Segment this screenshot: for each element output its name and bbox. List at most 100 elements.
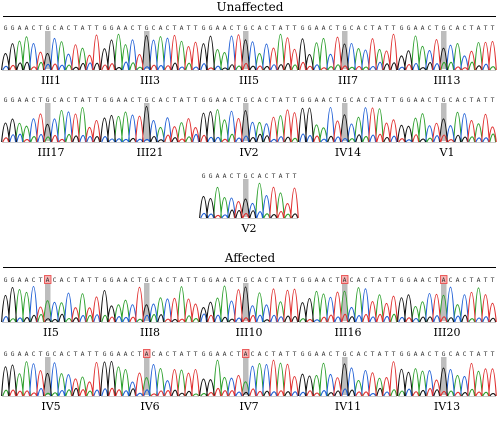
chromatogram-iii16: G G A A C T A C A C T A T T III16 xyxy=(298,274,398,339)
base-letter: C xyxy=(463,350,467,358)
base-letter: A xyxy=(117,276,121,284)
base-letter: A xyxy=(258,350,262,358)
peak-trace-t xyxy=(101,34,200,71)
base-letter: T xyxy=(194,276,198,284)
base-letter: C xyxy=(265,350,269,358)
peak-trace-t xyxy=(306,361,398,397)
sample-label: III10 xyxy=(235,326,263,339)
peak-trace-t xyxy=(313,107,398,143)
highlight-column xyxy=(45,357,51,395)
peak-trace-c xyxy=(299,367,391,397)
base-letter: G xyxy=(103,96,107,104)
base-letter: T xyxy=(435,350,439,358)
base-letter: A xyxy=(159,24,163,32)
chromatogram-iii1: G G A A C T G C A C T A T T III1 xyxy=(1,22,101,87)
base-letter: A xyxy=(117,24,121,32)
base-letter: A xyxy=(25,96,29,104)
base-letter: T xyxy=(187,350,191,358)
sample-label: III3 xyxy=(139,74,161,87)
base-letter: G xyxy=(46,96,50,104)
base-letter: G xyxy=(110,350,114,358)
peak-trace-c xyxy=(405,369,469,397)
base-letter: T xyxy=(95,350,99,358)
sample-label: V1 xyxy=(439,146,455,159)
base-letter: A xyxy=(244,350,248,358)
base-letter: G xyxy=(4,96,8,104)
base-letter: A xyxy=(477,276,481,284)
base-letter: T xyxy=(484,350,488,358)
base-letter: A xyxy=(124,96,128,104)
highlight-column xyxy=(144,283,150,321)
base-letter: C xyxy=(230,276,234,284)
base-letter: T xyxy=(272,350,276,358)
peak-trace-a xyxy=(411,35,497,71)
peak-trace-t xyxy=(108,369,200,397)
peak-trace-g xyxy=(100,289,179,323)
base-letter: A xyxy=(322,276,326,284)
peak-trace-t xyxy=(299,33,398,71)
base-letter: A xyxy=(279,24,283,32)
base-letter: T xyxy=(491,24,495,32)
base-letter: C xyxy=(251,172,255,180)
sample-label: III7 xyxy=(337,74,359,87)
peak-trace-a xyxy=(213,109,299,143)
base-letter: A xyxy=(322,24,326,32)
highlight-column xyxy=(441,31,447,69)
base-letter: G xyxy=(400,276,404,284)
base-letter: G xyxy=(202,172,206,180)
base-letter: G xyxy=(244,24,248,32)
base-letter: G xyxy=(244,276,248,284)
base-letter: G xyxy=(400,350,404,358)
base-letter: A xyxy=(216,350,220,358)
base-letter: A xyxy=(258,276,262,284)
base-letter: C xyxy=(265,276,269,284)
base-letter: T xyxy=(286,172,290,180)
base-letter: A xyxy=(180,276,184,284)
base-letter: T xyxy=(385,96,389,104)
base-letter: T xyxy=(470,96,474,104)
base-letter: A xyxy=(421,24,425,32)
base-letter: T xyxy=(138,276,142,284)
base-letter: C xyxy=(329,276,333,284)
peak-trace-g xyxy=(100,360,193,397)
base-letter: T xyxy=(237,96,241,104)
base-letter: A xyxy=(81,276,85,284)
base-letter: A xyxy=(46,276,50,284)
chromatogram-v2: G G A A C T G C A C T A T T V2 xyxy=(199,170,299,235)
group-title-unaffected: Unaffected xyxy=(216,0,284,14)
peak-trace-g xyxy=(199,110,292,143)
base-letter: G xyxy=(4,350,8,358)
chromatogram-iii17: G G A A C T G C A C T A T T III17 xyxy=(1,94,101,159)
sample-label: III13 xyxy=(433,74,461,87)
peak-trace-g xyxy=(199,35,292,71)
base-letter: T xyxy=(293,172,297,180)
base-letter: G xyxy=(442,350,446,358)
base-letter: A xyxy=(159,96,163,104)
peak-trace-c xyxy=(405,113,490,143)
peak-trace-g xyxy=(199,378,292,397)
base-letter: C xyxy=(131,24,135,32)
base-letter: A xyxy=(223,276,227,284)
peak-trace-g xyxy=(397,294,497,323)
base-letter: G xyxy=(407,24,411,32)
base-letter: G xyxy=(244,172,248,180)
base-letter: T xyxy=(237,276,241,284)
base-letter: G xyxy=(400,96,404,104)
base-letter: A xyxy=(378,350,382,358)
base-letter: C xyxy=(350,96,354,104)
base-letter: G xyxy=(11,276,15,284)
base-letter: A xyxy=(315,276,319,284)
base-letter: C xyxy=(350,24,354,32)
base-letter: A xyxy=(223,350,227,358)
base-letter: T xyxy=(88,24,92,32)
chromatogram-iii10: G G A A C T G C A C T A T T III10 xyxy=(199,274,299,339)
base-letter: C xyxy=(449,350,453,358)
base-letter: T xyxy=(95,96,99,104)
peak-trace-a xyxy=(15,107,87,143)
base-letter: G xyxy=(343,24,347,32)
